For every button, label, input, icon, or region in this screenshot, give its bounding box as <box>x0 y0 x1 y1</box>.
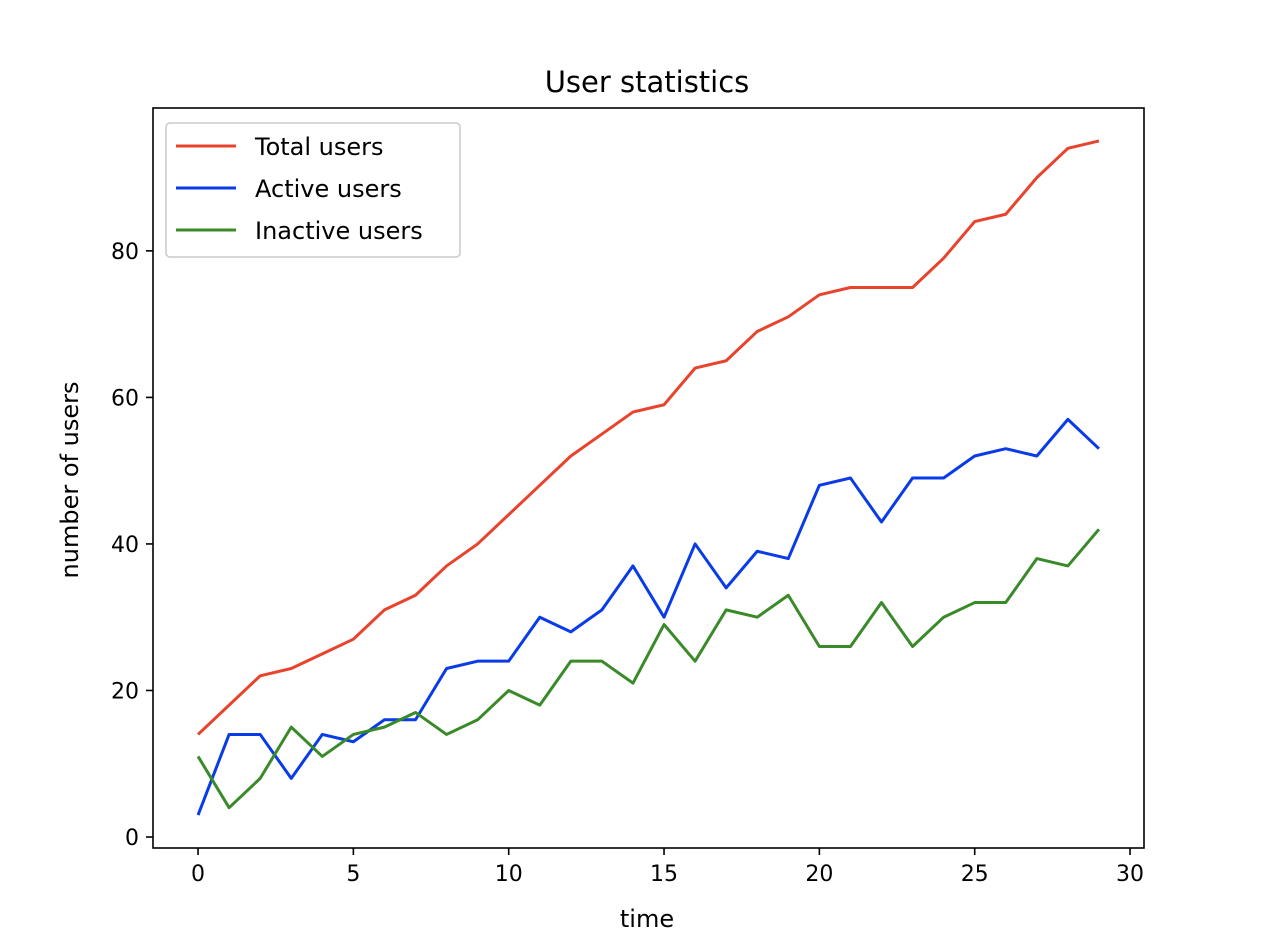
x-tick-label: 5 <box>346 862 360 887</box>
x-tick-label: 25 <box>961 862 989 887</box>
legend-label: Inactive users <box>255 217 423 245</box>
x-tick-label: 0 <box>191 862 205 887</box>
chart-title: User statistics <box>545 65 750 99</box>
x-axis-label: time <box>620 905 674 933</box>
x-tick-label: 20 <box>805 862 833 887</box>
plot-frame <box>152 107 1145 849</box>
y-tick-label: 40 <box>111 533 139 558</box>
legend: Total users Active users Inactive users <box>165 122 461 258</box>
x-tick-label: 30 <box>1116 862 1144 887</box>
y-tick-label: 80 <box>111 240 139 265</box>
y-tick-label: 60 <box>111 386 139 411</box>
y-axis: 0 20 40 60 80 <box>111 240 153 851</box>
legend-label: Total users <box>254 133 384 161</box>
legend-label: Active users <box>255 175 402 203</box>
series-line-active-users <box>196 417 1100 816</box>
series-layer <box>196 139 1101 816</box>
y-axis-label: number of users <box>56 382 84 579</box>
series-line-inactive-users <box>196 528 1101 810</box>
x-tick-label: 10 <box>495 862 523 887</box>
x-tick-label: 15 <box>650 862 678 887</box>
y-tick-label: 20 <box>111 679 139 704</box>
y-tick-label: 0 <box>125 826 139 851</box>
legend-box <box>165 122 461 258</box>
x-axis: 0 5 10 15 20 25 30 <box>191 848 1144 887</box>
series-line-total-users <box>197 139 1100 736</box>
